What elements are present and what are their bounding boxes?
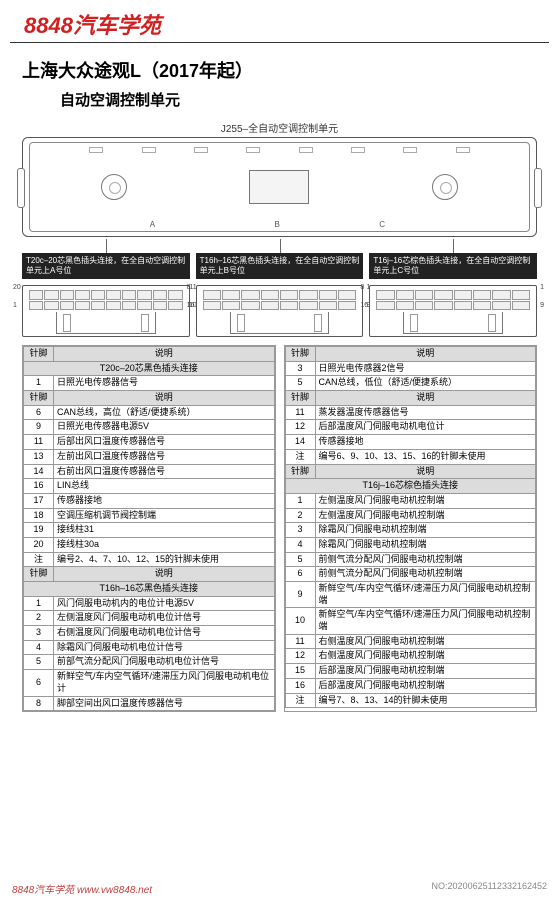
connector-label: T20c–20芯黑色插头连接，在全自动空调控制单元上A号位 xyxy=(22,253,190,279)
connector-plug: 81169 xyxy=(196,285,364,337)
mini-button xyxy=(351,147,365,153)
left-table-col: 针脚说明T20c–20芯黑色插头连接1日照光电传感器信号针脚说明6CAN总线，高… xyxy=(22,345,276,712)
connector-plug: 81169 xyxy=(369,285,537,337)
right-table: 针脚说明3日照光电传感器2信号5CAN总线，低位（舒适/便捷系统）针脚说明11蒸… xyxy=(285,346,537,708)
connector-label: T16h–16芯黑色插头连接，在全自动空调控制单元上B号位 xyxy=(196,253,364,279)
mini-button xyxy=(456,147,470,153)
control-unit-box: A B C xyxy=(22,137,537,237)
diagram: J255–全自动空调控制单元 A B C T20c–20芯黑色插头连接，在全自动… xyxy=(22,120,537,337)
knob-right xyxy=(432,174,458,200)
mini-button xyxy=(194,147,208,153)
mini-button xyxy=(299,147,313,153)
port-b-label: B xyxy=(275,220,280,229)
connector-box: T16j–16芯棕色插头连接，在全自动空调控制单元上C号位 81169 xyxy=(369,253,537,337)
doc-subtitle: 自动空调控制单元 xyxy=(0,83,559,120)
connector-plug: 2011110 xyxy=(22,285,190,337)
unit-label: J255–全自动空调控制单元 xyxy=(22,120,537,135)
left-table: 针脚说明T20c–20芯黑色插头连接1日照光电传感器信号针脚说明6CAN总线，高… xyxy=(23,346,275,711)
port-c-label: C xyxy=(379,220,385,229)
connector-row: T20c–20芯黑色插头连接，在全自动空调控制单元上A号位 2011110T16h… xyxy=(22,253,537,337)
clip-right xyxy=(534,168,542,208)
footer-serial: NO:20200625112332162452 xyxy=(432,881,547,896)
doc-title: 上海大众途观L（2017年起） xyxy=(0,43,559,83)
pinout-tables: 针脚说明T20c–20芯黑色插头连接1日照光电传感器信号针脚说明6CAN总线，高… xyxy=(22,345,537,712)
mini-button xyxy=(246,147,260,153)
mini-button xyxy=(142,147,156,153)
connector-box: T20c–20芯黑色插头连接，在全自动空调控制单元上A号位 2011110 xyxy=(22,253,190,337)
port-a-label: A xyxy=(150,220,155,229)
mini-button xyxy=(403,147,417,153)
button-row xyxy=(30,147,529,155)
unit-inner: A B C xyxy=(29,142,530,232)
site-title: 8848汽车学苑 xyxy=(24,8,535,40)
display-screen xyxy=(249,170,309,204)
knob-left xyxy=(101,174,127,200)
clip-left xyxy=(17,168,25,208)
page-header: 8848汽车学苑 xyxy=(10,0,549,43)
footer-source: 8848汽车学苑 www.vw8848.net xyxy=(12,881,152,896)
connector-box: T16h–16芯黑色插头连接，在全自动空调控制单元上B号位 81169 xyxy=(196,253,364,337)
page-footer: 8848汽车学苑 www.vw8848.net NO:2020062511233… xyxy=(0,881,559,896)
mini-button xyxy=(89,147,103,153)
connector-label: T16j–16芯棕色插头连接，在全自动空调控制单元上C号位 xyxy=(369,253,537,279)
right-table-col: 针脚说明3日照光电传感器2信号5CAN总线，低位（舒适/便捷系统）针脚说明11蒸… xyxy=(284,345,538,712)
